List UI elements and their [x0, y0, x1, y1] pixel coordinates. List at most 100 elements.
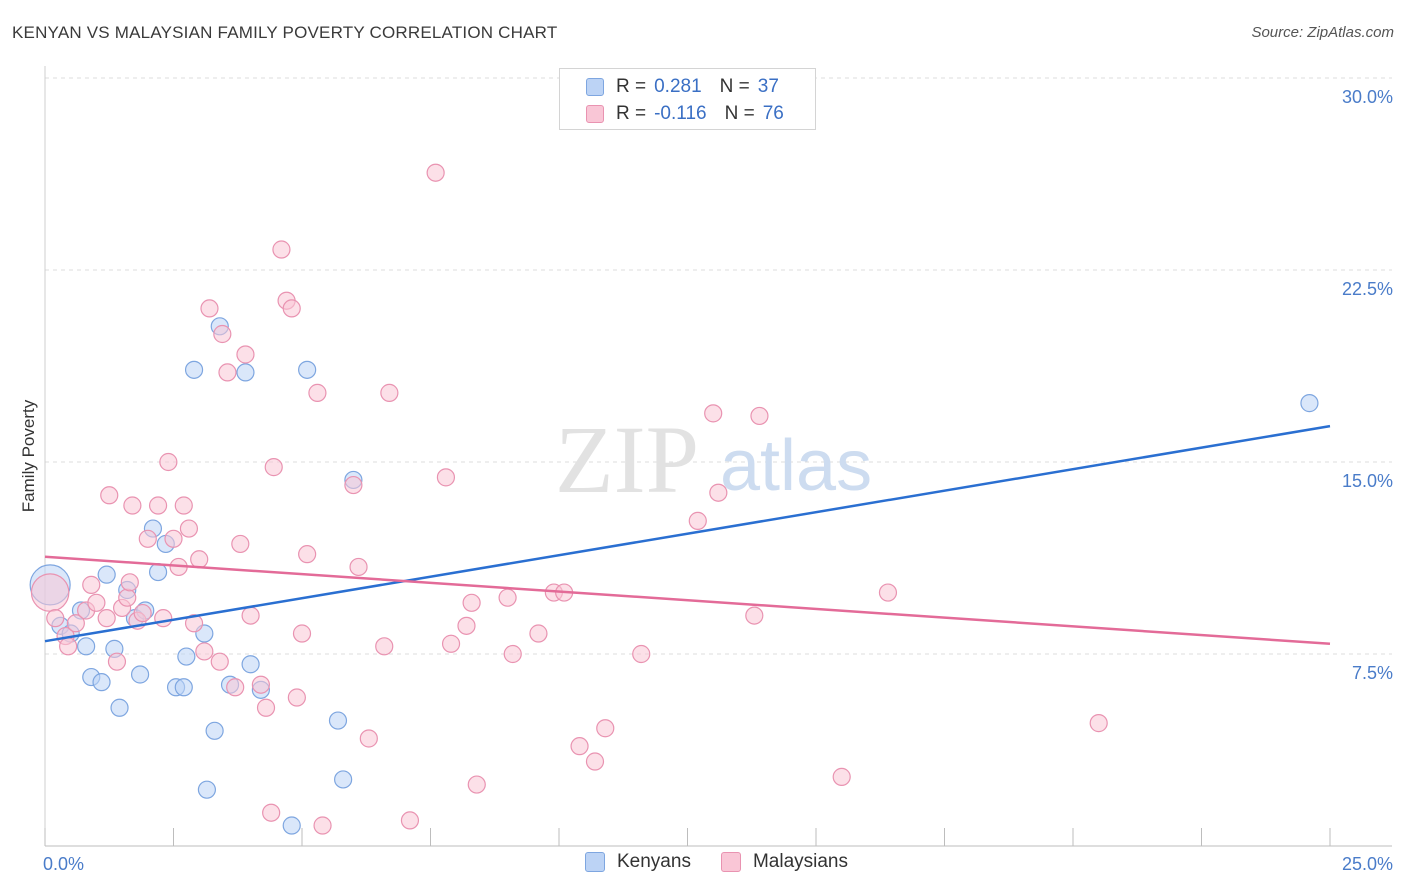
- y-axis-label: Family Poverty: [19, 399, 38, 512]
- malaysian-point: [529, 624, 548, 643]
- r-value: -0.116: [654, 103, 707, 124]
- kenyan-point: [97, 565, 116, 584]
- malaysian-point: [298, 545, 317, 564]
- malaysian-point: [118, 588, 137, 607]
- malaysian-point: [251, 675, 270, 694]
- kenyans-legend-swatch: [585, 852, 605, 872]
- malaysian-point: [264, 458, 283, 477]
- malaysian-point: [441, 634, 461, 653]
- malaysians-legend-label: Malaysians: [752, 851, 848, 872]
- malaysian-point: [148, 496, 168, 515]
- malaysian-point: [400, 811, 420, 830]
- n-value: 37: [757, 76, 779, 97]
- kenyan-point: [282, 816, 301, 835]
- y-tick-label: 30.0%: [1342, 87, 1393, 107]
- malaysian-point: [241, 606, 260, 625]
- correlation-legend: R = 0.281 N = 37 R = -0.116 N = 76: [559, 68, 816, 130]
- malaysian-point: [272, 240, 291, 259]
- malaysian-point: [46, 609, 65, 628]
- source-label: Source: ZipAtlas.com: [1251, 24, 1394, 41]
- kenyan-point: [110, 698, 129, 717]
- malaysian-point: [164, 529, 183, 548]
- malaysian-point: [159, 452, 178, 472]
- malaysian-point: [210, 652, 229, 671]
- malaysian-point: [179, 519, 199, 538]
- chart-title: KENYAN VS MALAYSIAN FAMILY POVERTY CORRE…: [12, 23, 558, 42]
- x-tick-label-min: 0.0%: [43, 854, 84, 874]
- malaysian-point: [349, 557, 368, 577]
- malaysian-point: [832, 767, 851, 786]
- n-label: N =: [719, 76, 750, 97]
- malaysian-point: [262, 803, 281, 822]
- malaysian-point: [133, 603, 152, 623]
- malaysian-point: [750, 406, 769, 426]
- kenyan-point: [328, 711, 348, 730]
- malaysian-point: [174, 496, 193, 515]
- malaysian-point: [632, 644, 651, 664]
- kenyan-point: [241, 655, 260, 674]
- malaysian-point: [195, 642, 214, 661]
- kenyan-point: [197, 780, 217, 799]
- malaysian-point: [200, 299, 219, 318]
- malaysian-point: [190, 550, 209, 569]
- kenyans-trend-line: [44, 424, 1331, 643]
- malaysians-legend-swatch: [720, 852, 741, 872]
- watermark-zip: ZIP: [555, 406, 699, 513]
- malaysian-point: [380, 383, 399, 402]
- series-legend: Kenyans Malaysians: [585, 851, 878, 873]
- kenyan-point: [236, 363, 255, 382]
- malaysian-point: [596, 719, 615, 738]
- malaysian-point: [231, 534, 250, 554]
- n-label: N =: [724, 103, 755, 124]
- malaysian-point: [282, 299, 301, 318]
- kenyan-point: [174, 678, 193, 697]
- malaysian-point: [745, 606, 764, 625]
- r-value: 0.281: [654, 76, 702, 97]
- malaysian-point: [878, 583, 898, 602]
- malaysian-point: [123, 496, 142, 515]
- malaysian-point: [107, 652, 127, 671]
- kenyans-legend-label: Kenyans: [617, 851, 691, 872]
- malaysians-trend-line: [44, 555, 1331, 646]
- legend-item-kenyans: Kenyans: [585, 851, 691, 873]
- legend-row-malaysians: R = -0.116 N = 76: [586, 101, 784, 127]
- malaysian-point: [308, 383, 327, 402]
- kenyan-point: [177, 647, 196, 666]
- kenyan-point: [298, 360, 317, 379]
- malaysian-point: [82, 575, 101, 594]
- r-label: R =: [616, 103, 647, 124]
- malaysian-point: [59, 637, 78, 656]
- malaysian-point: [213, 324, 232, 344]
- malaysian-point: [154, 609, 173, 628]
- kenyan-point: [148, 562, 168, 582]
- malaysian-point: [375, 637, 394, 656]
- malaysian-point: [585, 752, 605, 771]
- malaysian-point: [218, 363, 237, 382]
- malaysian-point: [503, 644, 522, 664]
- legend-row-kenyans: R = 0.281 N = 37: [586, 74, 779, 100]
- malaysians-swatch: [586, 105, 604, 123]
- malaysian-point: [688, 511, 707, 530]
- malaysian-point: [570, 737, 589, 756]
- malaysian-point: [292, 624, 312, 643]
- malaysian-point: [256, 698, 276, 717]
- watermark-atlas: atlas: [720, 426, 872, 506]
- r-label: R =: [616, 76, 647, 97]
- kenyan-point: [184, 360, 204, 379]
- tick-labels: 7.5% 15.0% 22.5% 30.0% 0.0% 25.0%: [43, 87, 1393, 874]
- axes: [44, 66, 1392, 847]
- y-tick-label: 7.5%: [1352, 663, 1393, 683]
- malaysian-point: [287, 688, 306, 707]
- legend-item-malaysians: Malaysians: [720, 851, 848, 873]
- malaysian-point: [226, 678, 245, 697]
- malaysian-point: [426, 163, 445, 182]
- malaysian-point: [236, 345, 255, 364]
- malaysian-point: [97, 609, 116, 628]
- malaysian-point: [313, 816, 332, 835]
- malaysian-point: [30, 573, 70, 612]
- malaysian-point: [344, 475, 363, 495]
- n-value: 76: [762, 103, 784, 124]
- watermark: ZIP atlas: [555, 406, 872, 513]
- y-tick-label: 22.5%: [1342, 279, 1393, 299]
